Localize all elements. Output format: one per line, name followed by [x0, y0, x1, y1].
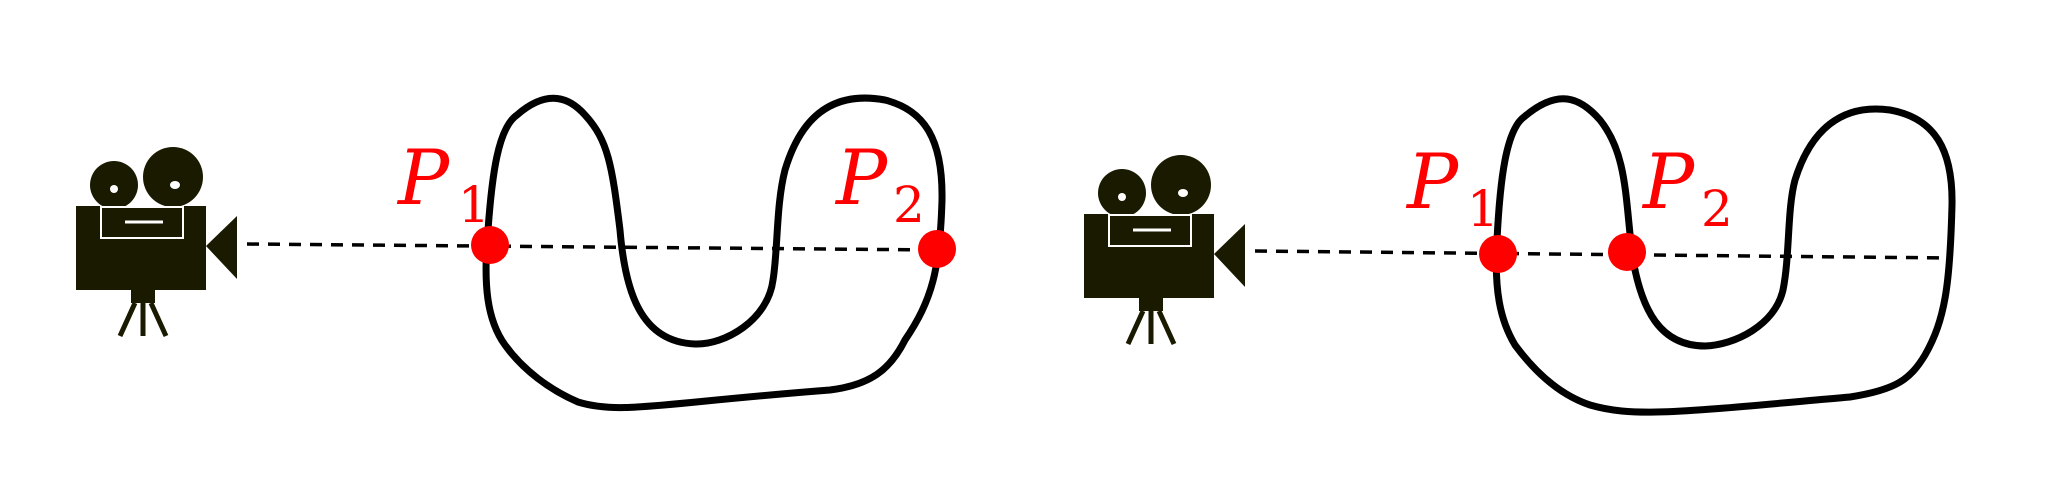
point-p2-left — [918, 230, 956, 268]
label-p2-left: P — [834, 133, 889, 222]
point-p1-right — [1479, 235, 1517, 273]
curve-right — [1492, 95, 1956, 416]
subscript-p1-right: 1 — [1467, 180, 1499, 238]
ray-right — [1254, 249, 1951, 260]
subscript-p1-left: 1 — [458, 176, 490, 234]
point-p1-left — [471, 226, 509, 264]
movie-camera-icon — [76, 147, 237, 336]
panel-right: P 1 P 2 — [1084, 95, 1956, 416]
label-p1-left: P — [396, 133, 451, 222]
point-p2-right — [1608, 233, 1646, 271]
ray-left — [246, 242, 941, 252]
movie-camera-icon — [1084, 155, 1245, 344]
subscript-p2-left: 2 — [893, 176, 925, 234]
curve-left — [482, 94, 946, 412]
label-p1-right: P — [1405, 137, 1460, 226]
label-p2-right: P — [1641, 137, 1696, 226]
subscript-p2-right: 2 — [1701, 180, 1733, 238]
panel-left: P 1 P 2 — [76, 94, 956, 412]
